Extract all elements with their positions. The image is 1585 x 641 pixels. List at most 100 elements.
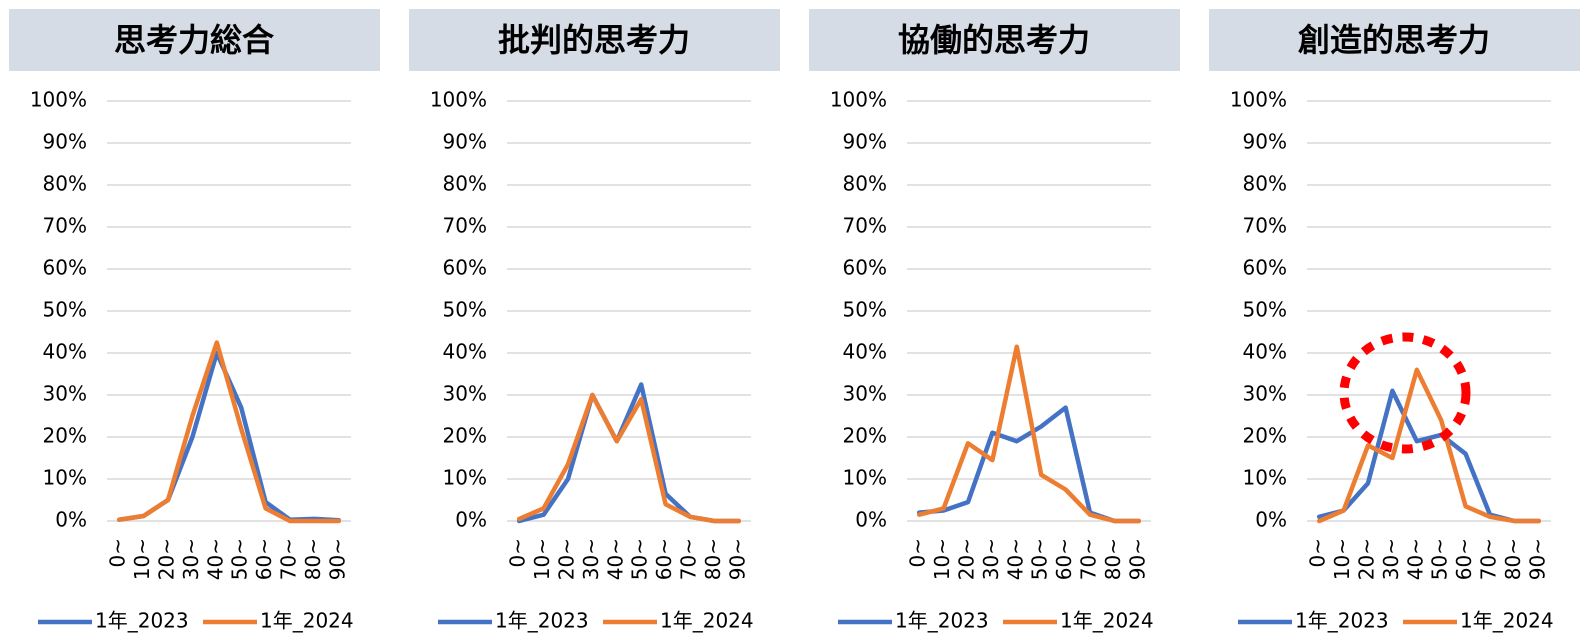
- y-tick-label: 100%: [830, 88, 887, 112]
- y-tick-label: 30%: [43, 382, 87, 406]
- x-tick-label: 50~: [1028, 538, 1052, 580]
- y-tick-label: 10%: [1243, 466, 1287, 490]
- chart-title: 協働的思考力: [898, 21, 1090, 59]
- y-tick-label: 50%: [443, 298, 487, 322]
- y-tick-label: 0%: [55, 508, 87, 532]
- legend-label: 1年_2023: [95, 609, 189, 633]
- y-tick-label: 30%: [843, 382, 887, 406]
- x-tick-label: 10~: [930, 538, 954, 580]
- x-tick-label: 60~: [252, 538, 276, 580]
- series-line: [1316, 388, 1542, 524]
- x-tick-label: 50~: [228, 538, 252, 580]
- x-tick-label: 60~: [652, 538, 676, 580]
- annotation-circle: [1339, 332, 1471, 454]
- x-tick-label: 0~: [1306, 538, 1330, 567]
- y-tick-label: 100%: [430, 88, 487, 112]
- legend-label: 1年_2024: [1060, 609, 1154, 633]
- y-tick-label: 40%: [843, 340, 887, 364]
- legend-label: 1年_2024: [1460, 609, 1554, 633]
- x-tick-label: 80~: [1501, 538, 1525, 580]
- legend-label: 1年_2023: [495, 609, 589, 633]
- y-tick-label: 10%: [843, 466, 887, 490]
- y-tick-label: 0%: [1255, 508, 1287, 532]
- x-tick-label: 30~: [979, 538, 1003, 580]
- y-tick-label: 100%: [30, 88, 87, 112]
- y-tick-label: 80%: [843, 172, 887, 196]
- y-tick-label: 80%: [443, 172, 487, 196]
- x-tick-label: 40~: [203, 538, 227, 580]
- x-tick-label: 10~: [130, 538, 154, 580]
- x-tick-label: 20~: [955, 538, 979, 580]
- x-tick-label: 90~: [1525, 538, 1549, 580]
- y-tick-label: 90%: [43, 130, 87, 154]
- x-tick-label: 80~: [701, 538, 725, 580]
- y-tick-label: 40%: [43, 340, 87, 364]
- x-tick-label: 70~: [277, 538, 301, 580]
- y-tick-label: 30%: [443, 382, 487, 406]
- title-box: [9, 9, 380, 71]
- y-tick-label: 20%: [843, 424, 887, 448]
- series-line: [916, 405, 1142, 524]
- x-tick-label: 0~: [906, 538, 930, 567]
- y-tick-label: 90%: [443, 130, 487, 154]
- x-tick-label: 90~: [1125, 538, 1149, 580]
- y-tick-label: 0%: [455, 508, 487, 532]
- x-tick-label: 80~: [1101, 538, 1125, 580]
- x-tick-label: 60~: [1052, 538, 1076, 580]
- chart-title: 批判的思考力: [498, 21, 690, 59]
- x-tick-label: 40~: [1003, 538, 1027, 580]
- chart-title: 思考力総合: [114, 21, 274, 59]
- y-tick-label: 20%: [1243, 424, 1287, 448]
- y-tick-label: 70%: [43, 214, 87, 238]
- y-tick-label: 70%: [843, 214, 887, 238]
- x-tick-label: 0~: [506, 538, 530, 567]
- series-line: [116, 340, 342, 524]
- y-tick-label: 10%: [43, 466, 87, 490]
- x-tick-label: 70~: [1077, 538, 1101, 580]
- series-line: [516, 392, 742, 524]
- series-line: [516, 382, 742, 524]
- x-tick-label: 0~: [106, 538, 130, 567]
- legend-label: 1年_2024: [260, 609, 354, 633]
- legend-label: 1年_2023: [1295, 609, 1389, 633]
- x-tick-label: 30~: [1379, 538, 1403, 580]
- x-tick-label: 20~: [555, 538, 579, 580]
- y-tick-label: 90%: [843, 130, 887, 154]
- x-tick-label: 50~: [1428, 538, 1452, 580]
- x-tick-label: 90~: [325, 538, 349, 580]
- y-tick-label: 40%: [443, 340, 487, 364]
- x-tick-label: 80~: [301, 538, 325, 580]
- y-tick-label: 80%: [1243, 172, 1287, 196]
- y-tick-label: 50%: [1243, 298, 1287, 322]
- x-tick-label: 40~: [1403, 538, 1427, 580]
- y-tick-label: 90%: [1243, 130, 1287, 154]
- y-tick-label: 50%: [43, 298, 87, 322]
- y-tick-label: 60%: [443, 256, 487, 280]
- x-tick-label: 20~: [155, 538, 179, 580]
- title-box: [409, 9, 780, 71]
- y-tick-label: 0%: [855, 508, 887, 532]
- y-tick-label: 100%: [1230, 88, 1287, 112]
- x-tick-label: 70~: [1477, 538, 1501, 580]
- x-tick-label: 40~: [603, 538, 627, 580]
- x-tick-label: 10~: [1330, 538, 1354, 580]
- y-tick-label: 40%: [1243, 340, 1287, 364]
- x-tick-label: 50~: [628, 538, 652, 580]
- x-tick-label: 30~: [579, 538, 603, 580]
- y-tick-label: 70%: [1243, 214, 1287, 238]
- x-tick-label: 30~: [179, 538, 203, 580]
- legend-label: 1年_2024: [660, 609, 754, 633]
- chart-title: 創造的思考力: [1298, 21, 1490, 59]
- x-tick-label: 20~: [1355, 538, 1379, 580]
- y-tick-label: 80%: [43, 172, 87, 196]
- x-tick-label: 10~: [530, 538, 554, 580]
- x-tick-label: 70~: [677, 538, 701, 580]
- legend-label: 1年_2023: [895, 609, 989, 633]
- title-box: [809, 9, 1180, 71]
- y-tick-label: 60%: [43, 256, 87, 280]
- y-tick-label: 20%: [443, 424, 487, 448]
- y-tick-label: 60%: [1243, 256, 1287, 280]
- series-line: [916, 344, 1142, 524]
- x-tick-label: 90~: [725, 538, 749, 580]
